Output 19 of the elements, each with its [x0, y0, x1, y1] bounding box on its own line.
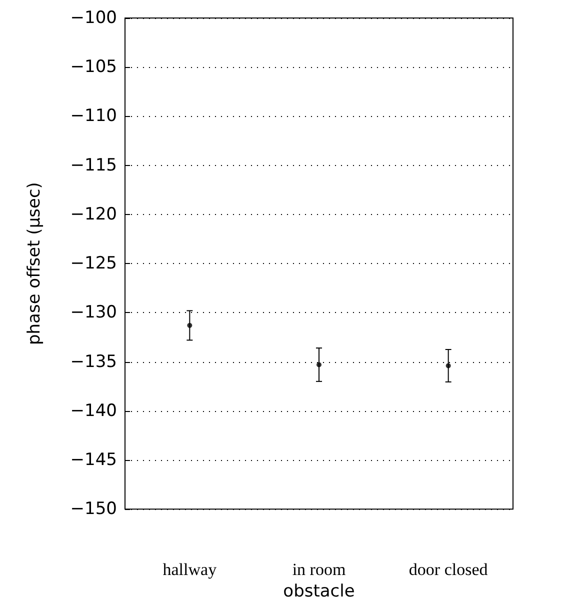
y-tick-label: −125: [70, 254, 117, 274]
y-tick-label: −140: [70, 400, 117, 421]
point: [316, 362, 322, 368]
y-tick-label: −135: [70, 352, 117, 372]
y-axis-title: phase offset (µsec): [24, 182, 44, 346]
y-tick-label: −115: [70, 155, 117, 176]
y-tick-label: −120: [70, 204, 117, 224]
x-axis-title: obstacle: [283, 582, 355, 602]
y-tick-label: −100: [70, 8, 117, 28]
x-tick-label: door closed: [408, 560, 488, 580]
y-tick-label: −105: [70, 57, 117, 78]
x-tick-label: in room: [292, 560, 346, 580]
y-tick-label: −130: [70, 302, 117, 323]
x-tick-label: hallway: [162, 560, 218, 580]
point: [187, 322, 192, 328]
point: [446, 363, 451, 368]
y-tick-label: −145: [70, 450, 117, 470]
y-tick-label: −110: [70, 106, 117, 126]
y-tick-label: −150: [70, 499, 117, 520]
